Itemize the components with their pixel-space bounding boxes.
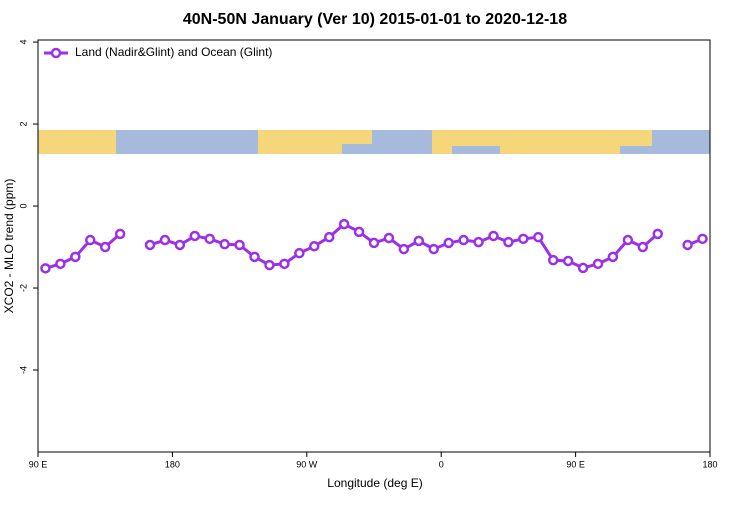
- point: [85, 234, 96, 246]
- legend-marker: [50, 47, 62, 59]
- point: [234, 239, 245, 251]
- point: [55, 258, 66, 270]
- point: [114, 228, 126, 240]
- point: [413, 235, 425, 247]
- point: [279, 258, 290, 270]
- point: [99, 241, 111, 253]
- point: [70, 251, 81, 263]
- y-tick-label: -2: [18, 284, 28, 292]
- point: [682, 239, 693, 251]
- map-strip: [38, 130, 710, 154]
- point: [40, 263, 51, 274]
- point: [353, 226, 365, 238]
- chart-title: 40N-50N January (Ver 10) 2015-01-01 to 2…: [183, 11, 567, 28]
- point: [309, 240, 320, 252]
- point: [219, 238, 230, 250]
- x-tick-label: 90 E: [566, 459, 585, 469]
- point: [607, 251, 619, 263]
- point: [204, 233, 215, 245]
- point: [368, 237, 380, 249]
- legend-label: Land (Nadir&Glint) and Ocean (Glint): [75, 45, 272, 59]
- point: [458, 234, 469, 246]
- y-tick-label: 4: [18, 40, 28, 45]
- point: [264, 259, 275, 271]
- plot-frame: [37, 39, 711, 453]
- x-tick-label: 90 E: [29, 459, 48, 469]
- point: [428, 243, 439, 255]
- point: [323, 231, 335, 243]
- point: [174, 239, 186, 251]
- point: [189, 230, 201, 242]
- point: [294, 247, 305, 259]
- x-tick-label: 180: [165, 459, 180, 469]
- point: [637, 241, 649, 253]
- y-tick-label: 2: [18, 122, 28, 127]
- x-tick-label: 180: [702, 459, 717, 469]
- point: [562, 255, 574, 267]
- point: [652, 228, 663, 240]
- point: [488, 230, 499, 242]
- point: [547, 254, 559, 266]
- point: [533, 231, 544, 243]
- point: [338, 218, 350, 230]
- point: [697, 233, 708, 245]
- point: [249, 251, 260, 263]
- point: [503, 236, 514, 248]
- point: [159, 234, 171, 246]
- x-tick-label: 90 W: [296, 459, 318, 469]
- y-tick-label: -4: [18, 366, 28, 374]
- point: [518, 233, 529, 245]
- x-tick-label: 0: [439, 459, 444, 469]
- point: [144, 239, 156, 251]
- point: [473, 236, 484, 248]
- x-axis-label: Longitude (deg E): [327, 476, 422, 490]
- point: [443, 237, 454, 249]
- y-tick-label: 0: [18, 204, 28, 209]
- point: [577, 262, 589, 274]
- point: [622, 234, 634, 246]
- y-axis-label: XCO2 - MLO trend (ppm): [2, 179, 16, 314]
- point: [398, 243, 410, 255]
- point: [383, 232, 395, 244]
- point: [592, 258, 604, 270]
